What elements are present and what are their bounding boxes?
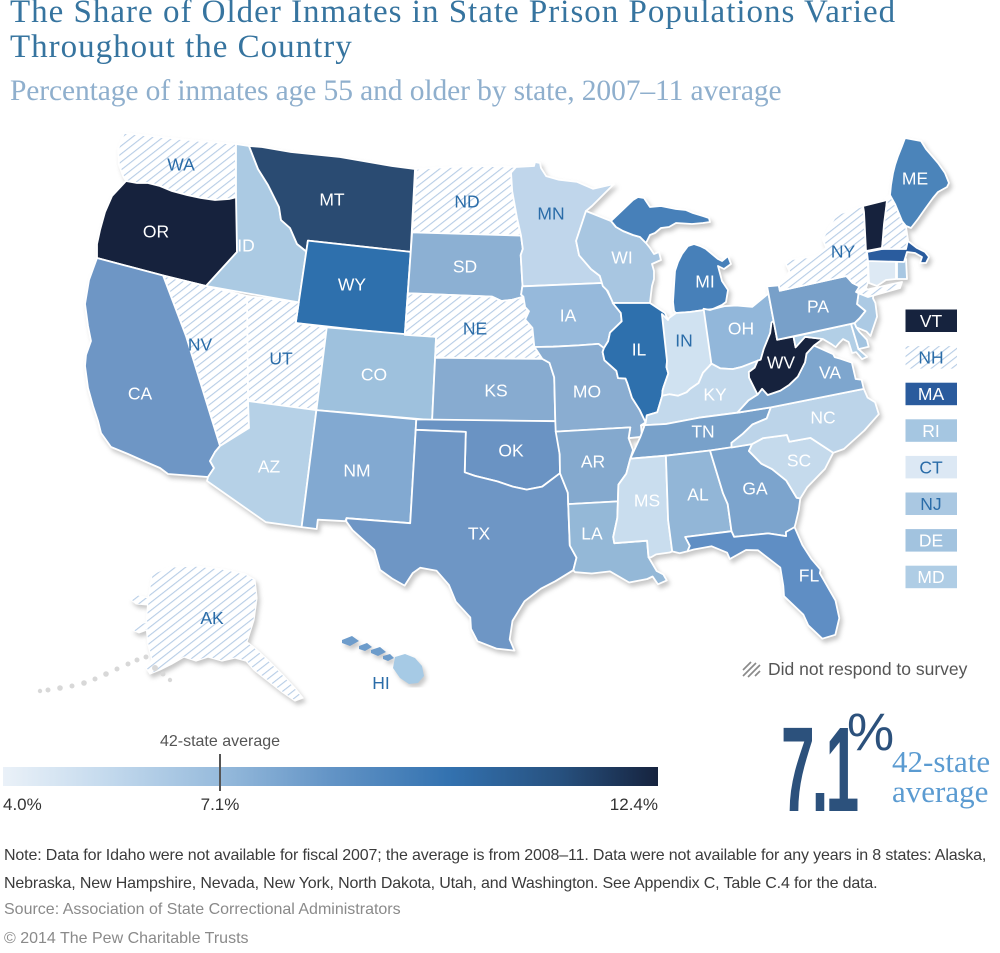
svg-text:VT: VT	[920, 311, 943, 331]
svg-text:WA: WA	[167, 155, 195, 175]
svg-text:IA: IA	[560, 306, 577, 326]
svg-text:MT: MT	[319, 190, 345, 210]
svg-text:NV: NV	[188, 335, 213, 355]
svg-text:WV: WV	[767, 353, 796, 373]
svg-text:ND: ND	[454, 192, 479, 212]
svg-text:IL: IL	[632, 340, 647, 360]
svg-text:ME: ME	[902, 169, 928, 189]
svg-text:GA: GA	[742, 479, 768, 499]
svg-text:CO: CO	[361, 365, 387, 385]
svg-text:MD: MD	[917, 567, 944, 587]
svg-text:OR: OR	[143, 222, 169, 242]
svg-text:NJ: NJ	[920, 494, 941, 514]
svg-text:AK: AK	[200, 608, 224, 628]
svg-text:UT: UT	[269, 349, 293, 369]
svg-text:KS: KS	[484, 381, 507, 401]
svg-text:CA: CA	[128, 384, 153, 404]
svg-text:NE: NE	[463, 319, 487, 339]
svg-text:NY: NY	[831, 242, 856, 262]
svg-text:CT: CT	[919, 457, 943, 477]
svg-text:AZ: AZ	[258, 457, 281, 477]
svg-text:MO: MO	[573, 382, 601, 402]
svg-text:DE: DE	[919, 531, 943, 551]
svg-text:TX: TX	[468, 524, 491, 544]
svg-text:WY: WY	[338, 275, 367, 295]
svg-text:RI: RI	[922, 421, 940, 441]
svg-text:OK: OK	[498, 441, 524, 461]
svg-text:TN: TN	[691, 422, 714, 442]
svg-text:KY: KY	[703, 385, 727, 405]
svg-text:PA: PA	[807, 297, 829, 317]
svg-text:OH: OH	[728, 319, 754, 339]
svg-text:VA: VA	[819, 363, 841, 383]
svg-text:IN: IN	[675, 331, 693, 351]
svg-text:NC: NC	[810, 408, 835, 428]
svg-text:SD: SD	[453, 257, 477, 277]
svg-text:AR: AR	[581, 452, 605, 472]
svg-text:HI: HI	[372, 673, 390, 693]
svg-text:MA: MA	[918, 384, 945, 404]
svg-text:MN: MN	[537, 204, 564, 224]
svg-text:SC: SC	[787, 451, 811, 471]
svg-text:NM: NM	[343, 461, 370, 481]
svg-text:LA: LA	[581, 524, 603, 544]
svg-text:MI: MI	[695, 272, 714, 292]
svg-text:NH: NH	[918, 348, 943, 368]
svg-text:ID: ID	[237, 236, 255, 256]
svg-text:AL: AL	[687, 485, 709, 505]
svg-text:MS: MS	[634, 491, 660, 511]
svg-text:WI: WI	[611, 248, 632, 268]
svg-text:FL: FL	[799, 566, 820, 586]
